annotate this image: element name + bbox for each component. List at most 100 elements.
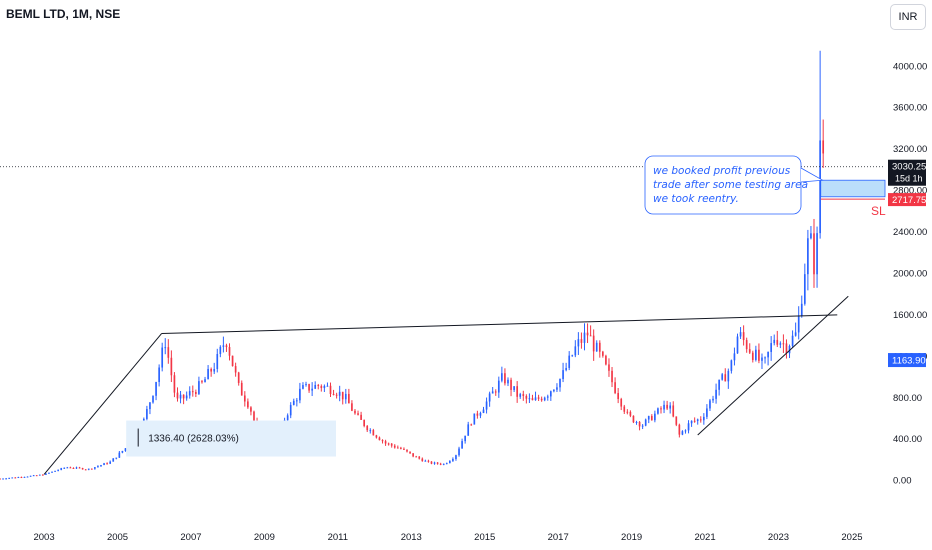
candle-body bbox=[286, 415, 289, 421]
candle-body bbox=[626, 411, 629, 413]
candle-body bbox=[543, 397, 546, 401]
candle-body bbox=[326, 385, 329, 387]
x-axis: 2003 2005 2007 2009 2011 2013 2015 2017 2019 2021… bbox=[33, 532, 862, 543]
candle-body bbox=[170, 357, 173, 376]
candle-body bbox=[393, 445, 396, 448]
candle-body bbox=[522, 394, 525, 396]
trendline[interactable] bbox=[161, 314, 838, 335]
candle-body bbox=[715, 389, 717, 399]
trendline[interactable] bbox=[43, 333, 162, 475]
candle-body bbox=[228, 347, 231, 356]
trendline[interactable] bbox=[697, 295, 849, 436]
candle-body bbox=[755, 349, 757, 360]
candle-body bbox=[504, 373, 506, 384]
x-tick-label: 2013 bbox=[401, 532, 422, 543]
candle-body bbox=[396, 447, 399, 449]
candle-body bbox=[476, 413, 479, 416]
candle-body bbox=[819, 140, 821, 234]
candle-body bbox=[739, 332, 742, 337]
candle-body bbox=[381, 440, 384, 442]
currency-button[interactable]: INR bbox=[890, 4, 926, 30]
x-tick-label: 2003 bbox=[33, 532, 54, 543]
candle-body bbox=[663, 404, 665, 410]
candle-body bbox=[497, 380, 500, 393]
candle-body bbox=[485, 401, 488, 410]
note-pointer bbox=[800, 167, 824, 183]
candle-body bbox=[549, 391, 552, 397]
y-tick-label: 3200.00 bbox=[893, 144, 927, 155]
candle-body bbox=[620, 398, 623, 407]
candle-body bbox=[782, 343, 785, 345]
y-tick-label: 3600.00 bbox=[893, 103, 927, 114]
candle-body bbox=[684, 430, 687, 432]
candle-body bbox=[338, 391, 341, 396]
candle-body bbox=[317, 385, 320, 387]
candle-body bbox=[63, 467, 66, 469]
candle-body bbox=[458, 448, 460, 456]
candle-body bbox=[94, 467, 96, 469]
candle-body bbox=[234, 366, 237, 373]
x-tick-label: 2007 bbox=[180, 532, 201, 543]
y-tick-label: 2800.00 bbox=[893, 186, 927, 197]
candle-body bbox=[341, 391, 344, 400]
note-text-line: we booked profit previous bbox=[653, 165, 791, 177]
candle-body bbox=[289, 404, 292, 416]
candle-body bbox=[302, 385, 304, 389]
candle-body bbox=[501, 373, 503, 381]
candle-body bbox=[678, 424, 681, 435]
candle-body bbox=[72, 467, 75, 469]
candle-body bbox=[188, 391, 191, 396]
candle-body bbox=[250, 407, 252, 412]
y-axis: 4000.00 3600.00 3200.00 2800.00 2400.00 2000.… bbox=[893, 61, 927, 486]
candle-body bbox=[195, 392, 197, 394]
candle-body bbox=[75, 467, 78, 469]
candle-body bbox=[351, 403, 353, 411]
candle-body bbox=[568, 355, 571, 368]
candle-body bbox=[418, 456, 421, 459]
candle-body bbox=[660, 408, 662, 410]
candle-body bbox=[0, 478, 1, 480]
candle-body bbox=[320, 386, 323, 389]
measure-box bbox=[126, 420, 336, 457]
candle-body bbox=[748, 349, 751, 353]
candle-body bbox=[764, 357, 766, 359]
candle-body bbox=[240, 382, 243, 396]
candle-body bbox=[608, 364, 610, 371]
candle-body bbox=[372, 430, 375, 436]
candle-body bbox=[295, 400, 298, 402]
trendlines[interactable] bbox=[0, 166, 885, 475]
candle-body bbox=[556, 387, 558, 390]
candle-body bbox=[84, 469, 87, 471]
candle-body bbox=[473, 413, 476, 425]
candle-body bbox=[360, 414, 362, 420]
note-box bbox=[644, 155, 802, 215]
candle-body bbox=[179, 394, 182, 399]
candle-body bbox=[482, 409, 485, 413]
candle-body bbox=[580, 339, 583, 343]
candle-body bbox=[479, 412, 482, 416]
y-tick-label: 2000.00 bbox=[893, 268, 927, 279]
candle-body bbox=[583, 332, 586, 343]
candle-body bbox=[742, 332, 745, 341]
chart-title: BEML LTD, 1M, NSE bbox=[6, 7, 121, 21]
y-tick-label: 400.00 bbox=[893, 434, 922, 445]
candle-body bbox=[650, 416, 653, 421]
candle-body bbox=[647, 416, 650, 420]
candle-body bbox=[323, 385, 326, 389]
candle-body bbox=[387, 443, 390, 445]
candle-body bbox=[534, 397, 537, 401]
candle-body bbox=[412, 453, 414, 457]
candle-body bbox=[201, 381, 203, 383]
last-price-tag bbox=[888, 159, 926, 186]
candle-body bbox=[54, 470, 56, 472]
candle-body bbox=[176, 392, 179, 399]
entry-zone bbox=[820, 179, 886, 198]
candle-body bbox=[807, 238, 809, 275]
candle-body bbox=[559, 378, 561, 388]
candle-body bbox=[115, 457, 118, 459]
candle-body bbox=[363, 419, 366, 426]
candle-body bbox=[400, 447, 402, 449]
candle-body bbox=[810, 233, 812, 239]
candle-body bbox=[632, 415, 635, 423]
